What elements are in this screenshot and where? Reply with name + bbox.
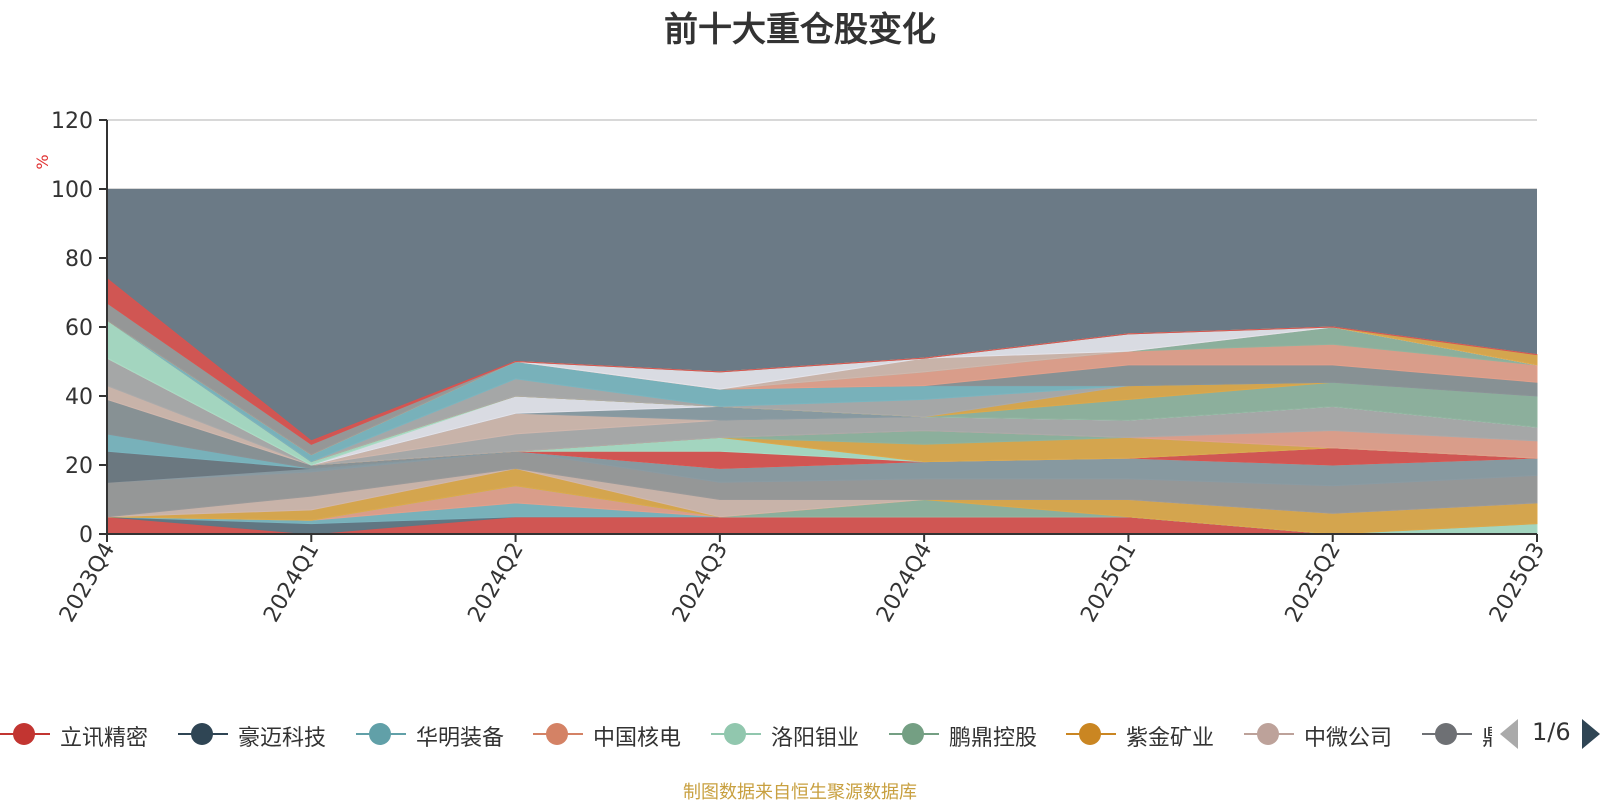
legend-prev-page-button[interactable] (1500, 719, 1518, 749)
y-tick-label: 0 (79, 523, 93, 548)
legend-label: 鼎 (1482, 720, 1492, 752)
legend-label: 鹏鼎控股 (949, 726, 1038, 751)
legend-next-page-button[interactable] (1582, 719, 1600, 749)
y-tick-label: 60 (65, 316, 93, 341)
legend-label: 立讯精密 (60, 726, 149, 751)
series-areas (106, 277, 1538, 535)
legend-dot-marker (724, 723, 746, 745)
chart-svg: 0 20 40 60 80 100 120 2023Q4 2024Q1 2024Q2 2024Q3 2… (33, 109, 1550, 627)
x-tick-label: 2025Q3 (1485, 539, 1550, 627)
legend-items: 立讯精密 豪迈科技 华明装备 中国核电 洛阳钼业 鹏鼎控股 紫金矿业 中微公司 鼎 (0, 716, 1492, 752)
y-tick-label: 100 (51, 178, 93, 203)
x-tick-label: 2023Q4 (55, 539, 120, 627)
x-tick-label: 2025Q2 (1281, 539, 1346, 627)
series-area-36 (106, 277, 1538, 445)
y-tick-label: 80 (65, 247, 93, 272)
legend-label: 中微公司 (1304, 726, 1393, 751)
y-tick-label: 120 (51, 109, 93, 134)
legend: 立讯精密 豪迈科技 华明装备 中国核电 洛阳钼业 鹏鼎控股 紫金矿业 中微公司 鼎 1/6 (0, 716, 1600, 752)
legend-label: 豪迈科技 (238, 726, 327, 751)
y-tick-label: 40 (65, 385, 93, 410)
x-tick-label: 2024Q2 (463, 539, 528, 627)
x-tick-label: 2024Q4 (872, 539, 937, 627)
legend-label: 洛阳钼业 (771, 726, 860, 751)
x-tick-label: 2024Q3 (668, 539, 733, 627)
legend-dot-marker (1257, 723, 1279, 745)
legend-dot-marker (546, 723, 568, 745)
chart-title: 前十大重仓股变化 (664, 10, 936, 50)
legend-page-indicator: 1/6 (1532, 718, 1571, 746)
legend-dot-marker (13, 723, 35, 745)
legend-dot-marker (191, 723, 213, 745)
legend-dot-marker (1079, 723, 1101, 745)
legend-label: 华明装备 (416, 726, 505, 751)
x-tick-label: 2025Q1 (1076, 539, 1141, 627)
source-note: 制图数据来自恒生聚源数据库 (683, 782, 917, 803)
y-tick-label: 20 (65, 454, 93, 479)
legend-label: 紫金矿业 (1126, 726, 1215, 751)
legend-label: 中国核电 (593, 726, 682, 751)
legend-dot-marker (902, 723, 924, 745)
y-axis-label: % (33, 154, 52, 169)
legend-dot-marker (1435, 723, 1457, 745)
x-tick-label: 2024Q1 (259, 539, 324, 627)
legend-dot-marker (369, 723, 391, 745)
